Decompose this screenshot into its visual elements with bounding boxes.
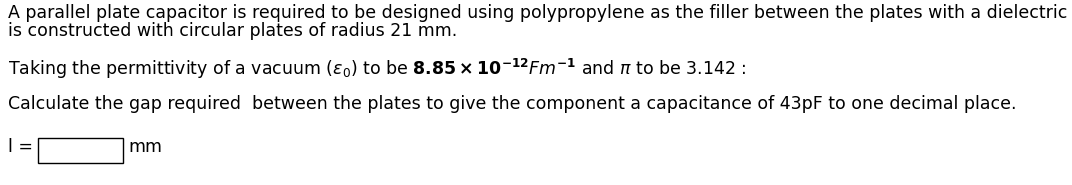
Text: mm: mm (128, 138, 162, 156)
Text: l =: l = (8, 138, 33, 156)
Text: Taking the permittivity of a vacuum ($\varepsilon_0$) to be $\mathbf{8.85 \times: Taking the permittivity of a vacuum ($\v… (8, 57, 746, 81)
Bar (38, 138, 123, 163)
Text: Calculate the gap required  between the plates to give the component a capacitan: Calculate the gap required between the p… (8, 95, 1016, 113)
Text: is constructed with circular plates of radius 21 mm.: is constructed with circular plates of r… (8, 22, 458, 40)
Text: A parallel plate capacitor is required to be designed using polypropylene as the: A parallel plate capacitor is required t… (8, 4, 1072, 22)
